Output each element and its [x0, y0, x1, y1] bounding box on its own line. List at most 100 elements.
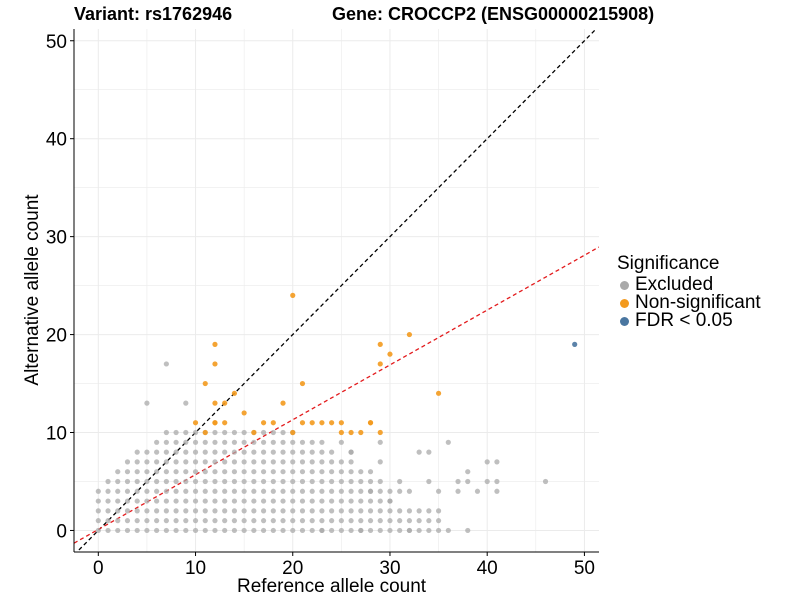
- data-point: [280, 488, 286, 494]
- data-point: [280, 400, 286, 406]
- data-point: [202, 518, 208, 524]
- data-point: [270, 439, 276, 445]
- data-point: [212, 459, 218, 465]
- data-point: [358, 508, 364, 514]
- data-point: [387, 488, 393, 494]
- data-point: [299, 439, 306, 445]
- data-point: [260, 488, 267, 494]
- data-point: [367, 478, 374, 485]
- data-point: [290, 478, 296, 485]
- data-point: [387, 527, 393, 534]
- data-point: [397, 518, 403, 524]
- data-point: [231, 488, 238, 494]
- data-point: [367, 518, 374, 524]
- data-point: [338, 429, 344, 436]
- data-point: [163, 439, 169, 445]
- data-point: [115, 488, 121, 494]
- data-point: [299, 527, 306, 534]
- data-point: [251, 527, 257, 534]
- data-point: [397, 527, 403, 534]
- data-point: [338, 459, 344, 465]
- data-point: [260, 469, 267, 475]
- data-point: [387, 351, 393, 357]
- data-point: [251, 459, 257, 465]
- data-point: [124, 488, 131, 494]
- data-point: [406, 518, 413, 524]
- data-point: [163, 469, 169, 475]
- data-point: [231, 518, 238, 524]
- data-point: [299, 508, 306, 514]
- data-point: [290, 439, 296, 445]
- data-point: [144, 498, 150, 504]
- data-point: [222, 429, 228, 436]
- data-point: [251, 429, 257, 436]
- data-point: [280, 469, 286, 475]
- data-point: [124, 469, 131, 475]
- data-point: [299, 518, 306, 524]
- data-point: [270, 527, 276, 534]
- data-point: [144, 400, 150, 406]
- data-point: [270, 488, 276, 494]
- data-point: [319, 488, 325, 494]
- data-point: [222, 449, 228, 455]
- data-point: [290, 518, 296, 524]
- data-point: [319, 439, 325, 445]
- data-point: [329, 420, 335, 426]
- data-point: [154, 449, 160, 455]
- data-point: [163, 498, 169, 504]
- data-point: [455, 478, 461, 485]
- data-point: [251, 508, 257, 514]
- data-point: [105, 498, 111, 504]
- data-point: [377, 488, 383, 494]
- data-point: [154, 459, 160, 465]
- data-point: [192, 518, 199, 524]
- data-point: [416, 527, 422, 534]
- chart-title-variant: Variant: rs1762946: [74, 4, 233, 24]
- data-point: [173, 478, 179, 485]
- data-point: [251, 469, 257, 475]
- data-point: [319, 459, 325, 465]
- data-point: [222, 518, 228, 524]
- data-point: [435, 390, 442, 396]
- data-point: [280, 498, 286, 504]
- data-point: [406, 488, 413, 494]
- data-point: [358, 478, 364, 485]
- data-point: [309, 488, 315, 494]
- data-point: [202, 498, 208, 504]
- data-point: [115, 508, 121, 514]
- data-point: [163, 488, 169, 494]
- data-point: [329, 469, 335, 475]
- data-point: [572, 341, 578, 347]
- data-point: [173, 429, 179, 436]
- y-tick-label: 40: [46, 130, 67, 151]
- data-point: [222, 527, 228, 534]
- data-point: [426, 478, 432, 485]
- data-point: [115, 527, 121, 534]
- data-point: [348, 478, 354, 485]
- axes: 0 10 20 30 40 50 0 10 20 30 40 50: [46, 29, 599, 579]
- data-point: [270, 429, 276, 436]
- data-point: [115, 518, 121, 524]
- legend-title: Significance: [617, 253, 720, 274]
- data-point: [241, 508, 247, 514]
- data-point: [280, 508, 286, 514]
- data-point: [115, 469, 121, 475]
- data-point: [222, 469, 228, 475]
- data-point: [105, 478, 111, 485]
- data-point: [183, 459, 189, 465]
- data-point: [134, 527, 140, 534]
- data-point: [202, 380, 208, 387]
- data-point: [299, 449, 306, 455]
- data-point: [260, 508, 267, 514]
- data-point: [202, 527, 208, 534]
- data-point: [260, 449, 267, 455]
- data-point: [484, 478, 490, 485]
- data-point: [183, 478, 189, 485]
- data-point: [212, 469, 218, 475]
- data-point: [319, 518, 325, 524]
- data-point: [192, 469, 199, 475]
- data-point: [474, 488, 481, 494]
- data-point: [319, 527, 325, 534]
- data-point: [377, 508, 383, 514]
- data-point: [465, 469, 471, 475]
